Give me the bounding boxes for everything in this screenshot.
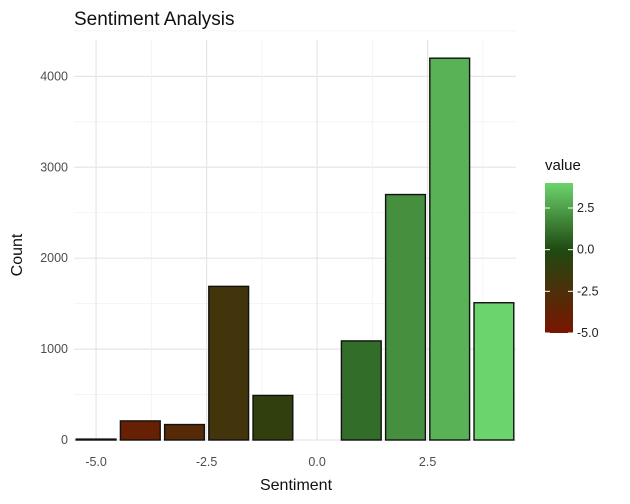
bar: [75, 438, 117, 441]
color-legend: value 2.5 0.0 -2.5 -5.0: [545, 157, 599, 340]
bar: [252, 394, 294, 441]
y-axis-title: Count: [9, 233, 26, 276]
bar: [340, 340, 382, 441]
legend-tick-label: -2.5: [577, 284, 599, 298]
legend-tick-label: 2.5: [577, 201, 594, 215]
x-tick-label: 2.5: [419, 455, 436, 469]
legend-tick-label: -5.0: [577, 326, 599, 340]
bar: [119, 420, 161, 441]
legend-title: value: [545, 157, 581, 174]
y-tick-label: 4000: [40, 69, 68, 83]
bar: [163, 423, 206, 441]
x-axis-title: Sentiment: [260, 477, 333, 494]
legend-ticks: 2.5 0.0 -2.5 -5.0: [545, 201, 599, 340]
bars-group: [75, 57, 515, 441]
x-tick-label: 0.0: [308, 455, 325, 469]
x-tick-label: -2.5: [196, 455, 218, 469]
grid-lines: [74, 30, 516, 441]
legend-colorbar: [545, 183, 573, 333]
bar: [429, 57, 471, 441]
y-tick-label: 2000: [40, 251, 68, 265]
bar: [384, 193, 427, 441]
y-tick-label: 0: [61, 433, 68, 447]
chart-title: Sentiment Analysis: [74, 9, 235, 30]
x-axis-ticks: -5.0 -2.5 0.0 2.5: [85, 455, 436, 469]
y-tick-label: 1000: [40, 342, 68, 356]
y-tick-label: 3000: [40, 160, 68, 174]
y-axis-ticks: 0 1000 2000 3000 4000: [40, 69, 68, 447]
bar: [473, 302, 515, 441]
legend-tick-label: 0.0: [577, 243, 594, 257]
x-tick-label: -5.0: [85, 455, 107, 469]
bar: [208, 285, 250, 441]
